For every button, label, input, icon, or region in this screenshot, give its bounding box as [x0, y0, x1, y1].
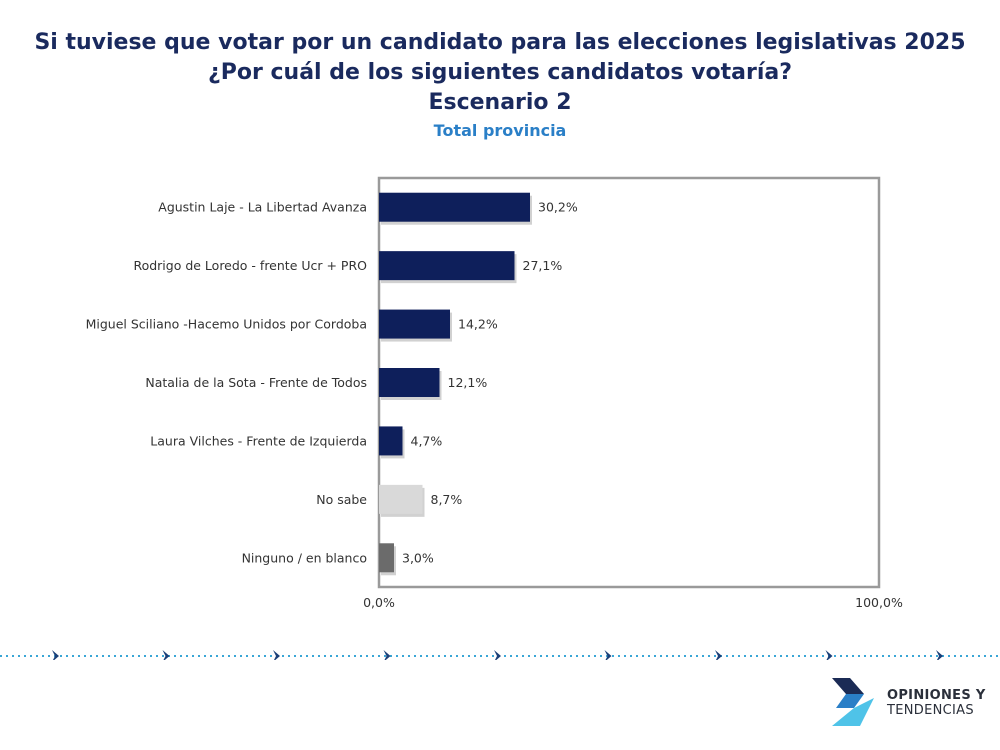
category-label: Laura Vilches - Frente de Izquierda	[150, 433, 367, 448]
chart-title-line2: ¿Por cuál de los siguientes candidatos v…	[208, 60, 792, 85]
data-label: 3,0%	[402, 550, 434, 565]
brand-logo: OPINIONES Y TENDENCIAS	[830, 676, 990, 732]
x-tick-label: 100,0%	[855, 595, 903, 610]
data-label: 14,2%	[458, 317, 498, 332]
bar	[379, 484, 423, 514]
data-label: 30,2%	[538, 200, 578, 215]
chevron-right-icon	[383, 650, 391, 660]
chevron-right-icon	[715, 650, 722, 660]
data-label: 12,1%	[448, 375, 488, 390]
data-label: 8,7%	[431, 492, 463, 507]
bar	[379, 192, 530, 222]
chevron-right-icon	[162, 650, 170, 660]
logo-mark-icon	[832, 678, 874, 726]
data-label: 4,7%	[411, 433, 443, 448]
bar	[379, 426, 403, 456]
category-label: Ninguno / en blanco	[242, 550, 367, 565]
bar-chart: Agustin Laje - La Libertad Avanza 30,2% Ro…	[0, 176, 1000, 660]
chevron-right-icon	[273, 650, 280, 660]
chevron-right-icon	[604, 650, 612, 660]
bar	[379, 309, 450, 339]
data-label: 27,1%	[523, 258, 563, 273]
chevron-right-icon	[52, 650, 59, 660]
category-label: Miguel Sciliano -Hacemo Unidos por Cordo…	[86, 317, 367, 332]
logo-text-line1: OPINIONES Y	[887, 688, 986, 703]
dotted-divider	[0, 650, 1000, 660]
logo-text-line2: TENDENCIAS	[887, 703, 974, 718]
category-label: Rodrigo de Loredo - frente Ucr + PRO	[133, 258, 367, 273]
category-label: No sabe	[316, 492, 367, 507]
chart-title-line3: Escenario 2	[428, 90, 572, 115]
bar	[379, 368, 440, 397]
x-tick-label: 0,0%	[363, 595, 395, 610]
bar	[379, 543, 394, 573]
chevron-right-icon	[825, 650, 833, 660]
chevron-right-icon	[936, 650, 943, 660]
chevron-right-icon	[494, 650, 501, 660]
category-label: Natalia de la Sota - Frente de Todos	[145, 375, 367, 390]
chart-titles: Si tuviese que votar por un candidato pa…	[0, 28, 1000, 144]
chart-title-line1: Si tuviese que votar por un candidato pa…	[34, 30, 966, 55]
category-label: Agustin Laje - La Libertad Avanza	[158, 200, 367, 215]
chart-subtitle: Total provincia	[433, 121, 567, 140]
bar	[379, 251, 515, 281]
